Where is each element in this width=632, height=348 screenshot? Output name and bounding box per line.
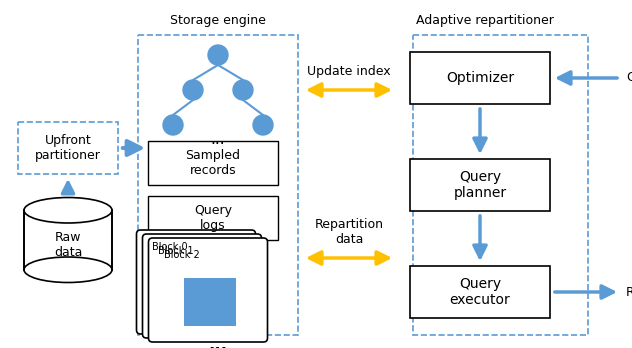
Text: Result: Result bbox=[626, 285, 632, 299]
Text: Query
logs: Query logs bbox=[194, 204, 232, 232]
Bar bbox=[410, 266, 550, 318]
Text: Block 1: Block 1 bbox=[159, 246, 194, 256]
Circle shape bbox=[163, 115, 183, 135]
Bar bbox=[410, 159, 550, 211]
Circle shape bbox=[233, 80, 253, 100]
Circle shape bbox=[253, 115, 273, 135]
Text: ...: ... bbox=[209, 336, 228, 348]
Bar bbox=[148, 141, 278, 185]
Text: Storage engine: Storage engine bbox=[170, 14, 266, 27]
Bar bbox=[148, 196, 278, 240]
FancyBboxPatch shape bbox=[137, 230, 255, 334]
Text: Update index: Update index bbox=[307, 65, 391, 79]
Ellipse shape bbox=[24, 257, 112, 283]
Text: Query: Query bbox=[626, 71, 632, 85]
Text: Query
planner: Query planner bbox=[453, 170, 507, 200]
Text: Block 0: Block 0 bbox=[152, 242, 188, 252]
Text: ...: ... bbox=[210, 133, 226, 148]
Text: Upfront
partitioner: Upfront partitioner bbox=[35, 134, 101, 162]
Text: Block 2: Block 2 bbox=[164, 250, 200, 260]
Bar bbox=[410, 52, 550, 104]
Circle shape bbox=[183, 80, 203, 100]
Ellipse shape bbox=[24, 198, 112, 223]
FancyBboxPatch shape bbox=[142, 234, 262, 338]
Text: Raw
data: Raw data bbox=[54, 231, 82, 259]
Bar bbox=[413, 35, 588, 335]
Bar bbox=[138, 35, 298, 335]
FancyBboxPatch shape bbox=[149, 238, 267, 342]
Bar bbox=[24, 210, 112, 270]
Bar bbox=[18, 122, 118, 174]
Text: Sampled
records: Sampled records bbox=[186, 149, 241, 177]
Text: Query
executor: Query executor bbox=[449, 277, 511, 307]
Circle shape bbox=[208, 45, 228, 65]
Text: Repartition
data: Repartition data bbox=[315, 218, 384, 246]
Text: Adaptive repartitioner: Adaptive repartitioner bbox=[416, 14, 554, 27]
Bar bbox=[184, 278, 236, 326]
Text: Optimizer: Optimizer bbox=[446, 71, 514, 85]
